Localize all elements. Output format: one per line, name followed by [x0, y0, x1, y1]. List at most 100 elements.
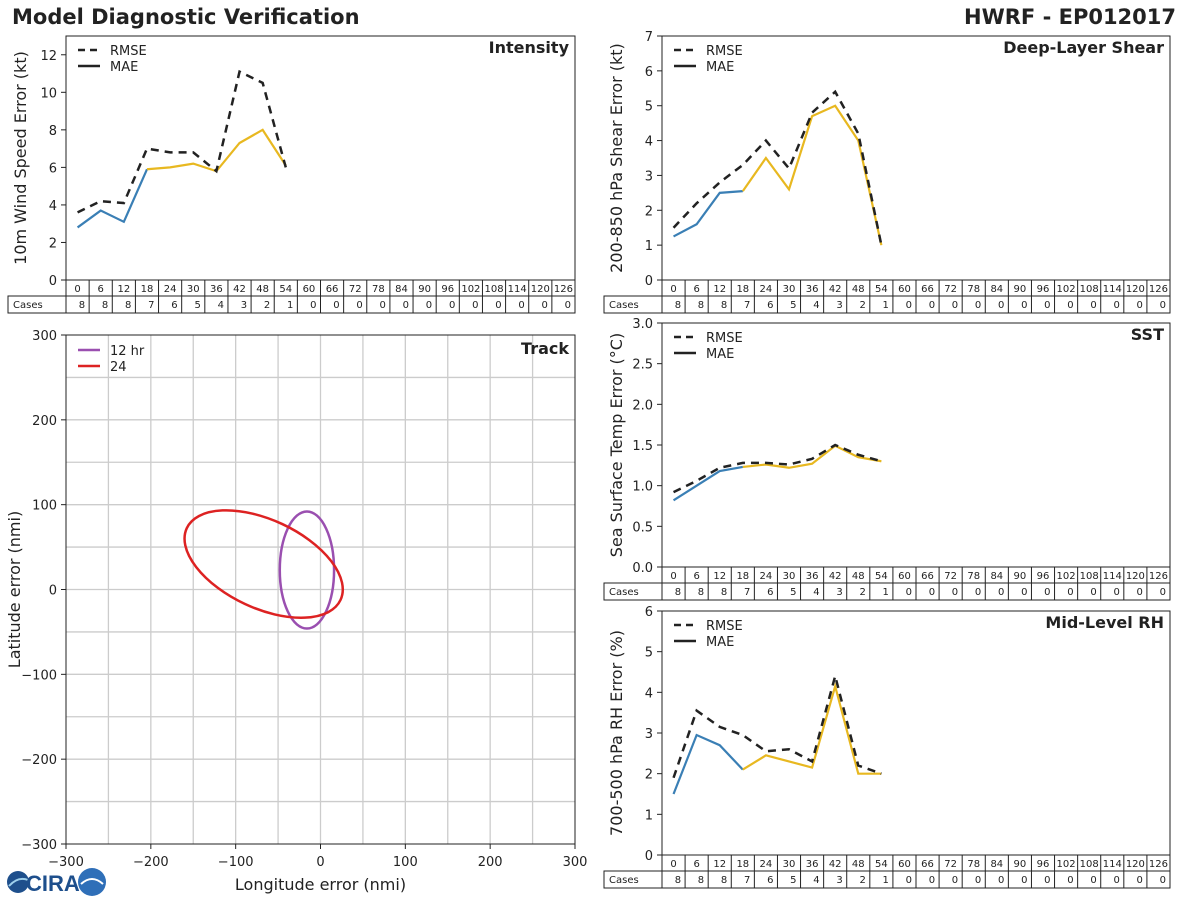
sst-hour-label: 30 — [783, 571, 796, 582]
shear-case-count: 1 — [883, 300, 889, 311]
rh-case-count: 0 — [906, 875, 912, 886]
rh-hour-label: 36 — [806, 859, 819, 870]
intensity-mae-line-early — [76, 168, 148, 229]
cira-logo-globe-icon — [7, 871, 29, 893]
rh-mae-line-early — [672, 733, 744, 795]
rh-ytick-label: 3 — [645, 727, 653, 742]
shear-legend-mae-label: MAE — [706, 60, 734, 75]
track-xtick-label: −200 — [133, 855, 169, 870]
intensity-hour-label: 6 — [98, 284, 104, 295]
shear-ylabel: 200-850 hPa Shear Error (kt) — [607, 43, 626, 273]
shear-legend-rmse-label: RMSE — [706, 44, 743, 59]
shear-case-count: 0 — [1137, 300, 1143, 311]
sst-frame — [661, 322, 1171, 568]
shear-hour-label: 84 — [990, 284, 1003, 295]
shear-case-count: 8 — [675, 300, 681, 311]
rh-hour-label: 12 — [713, 859, 726, 870]
intensity-hour-label: 90 — [418, 284, 431, 295]
rh-case-count: 2 — [859, 875, 865, 886]
shear-rmse-line — [672, 89, 883, 246]
shear-case-count: 0 — [1113, 300, 1119, 311]
shear-ytick-label: 4 — [645, 135, 653, 150]
shear-cases-header-cell — [603, 295, 663, 314]
sst-case-count: 6 — [767, 587, 773, 598]
sst-case-count: 0 — [1113, 587, 1119, 598]
sst-hour-label: 90 — [1014, 571, 1027, 582]
intensity-hour-label: 60 — [303, 284, 316, 295]
sst-case-count: 0 — [906, 587, 912, 598]
track-ytick-label: 300 — [32, 329, 57, 344]
shear-case-count: 0 — [929, 300, 935, 311]
intensity-case-count: 0 — [495, 300, 501, 311]
rh-case-count: 0 — [1090, 875, 1096, 886]
shear-case-count: 2 — [859, 300, 865, 311]
shear-case-count: 8 — [721, 300, 727, 311]
rh-hour-label: 108 — [1080, 859, 1099, 870]
rh-case-count: 5 — [790, 875, 796, 886]
sst-ytick-label: 2.0 — [632, 398, 653, 413]
sst-hour-label: 18 — [736, 571, 749, 582]
cira-logo-wave-icon — [80, 878, 104, 885]
sst-ytick-label: 1.5 — [632, 439, 653, 454]
intensity-case-count: 8 — [102, 300, 108, 311]
sst-rmse-line — [672, 443, 882, 494]
intensity-hour-label: 30 — [187, 284, 200, 295]
shear-hour-label: 96 — [1037, 284, 1050, 295]
shear-ytick-label: 7 — [645, 30, 653, 45]
intensity-hour-label: 42 — [233, 284, 246, 295]
sst-ytick-label: 0.0 — [632, 561, 653, 576]
rh-hour-label: 120 — [1126, 859, 1145, 870]
sst-hour-label: 72 — [944, 571, 957, 582]
rh-case-count: 8 — [721, 875, 727, 886]
rh-ytick-label: 4 — [645, 686, 653, 701]
sst-case-count: 0 — [1044, 587, 1050, 598]
track-xtick-label: −300 — [48, 855, 84, 870]
shear-case-count: 4 — [813, 300, 819, 311]
sst-hour-label: 78 — [967, 571, 980, 582]
sst-case-count: 0 — [1160, 587, 1166, 598]
shear-hour-label: 60 — [898, 284, 911, 295]
sst-hour-label: 12 — [713, 571, 726, 582]
shear-hour-label: 54 — [875, 284, 888, 295]
shear-ytick-label: 3 — [645, 169, 653, 184]
sst-title: SST — [1131, 325, 1164, 344]
rh-hour-label: 60 — [898, 859, 911, 870]
shear-ytick-label: 0 — [645, 274, 653, 289]
sst-hour-label: 6 — [693, 571, 699, 582]
track-ytick-label: −100 — [21, 668, 57, 683]
intensity-ytick-label: 10 — [40, 86, 57, 101]
rh-case-count: 0 — [1021, 875, 1027, 886]
shear-case-count: 3 — [836, 300, 842, 311]
intensity-hour-label: 96 — [441, 284, 454, 295]
sst-case-count: 0 — [1067, 587, 1073, 598]
rh-case-count: 0 — [929, 875, 935, 886]
track-panel: −300 −200 −100 0 100 200 300 −300 −200 −100 0 100 20… — [5, 329, 587, 894]
rh-case-count: 0 — [1067, 875, 1073, 886]
shear-hour-label: 6 — [693, 284, 699, 295]
intensity-ytick-label: 8 — [49, 124, 57, 139]
rh-hour-label: 90 — [1014, 859, 1027, 870]
intensity-hour-label: 72 — [349, 284, 362, 295]
shear-case-count: 0 — [906, 300, 912, 311]
shear-case-count: 0 — [975, 300, 981, 311]
rh-case-count: 7 — [744, 875, 750, 886]
shear-hour-label: 66 — [921, 284, 934, 295]
track-xtick-label: 100 — [393, 855, 418, 870]
shear-case-count: 0 — [1044, 300, 1050, 311]
track-ytick-label: −200 — [21, 753, 57, 768]
intensity-case-count: 0 — [426, 300, 432, 311]
cira-logo-text: CIRA — [26, 871, 80, 896]
rh-case-count: 0 — [975, 875, 981, 886]
intensity-hour-label: 126 — [554, 284, 573, 295]
sst-hour-label: 0 — [670, 571, 676, 582]
intensity-cases-header-cell — [7, 295, 67, 314]
intensity-ytick-label: 0 — [49, 274, 57, 289]
intensity-case-count: 0 — [310, 300, 316, 311]
intensity-hour-label: 114 — [508, 284, 527, 295]
sst-hour-label: 102 — [1057, 571, 1076, 582]
intensity-cases-header: Cases — [13, 300, 43, 311]
sst-hour-label: 42 — [829, 571, 842, 582]
shear-hour-label: 90 — [1014, 284, 1027, 295]
track-legend-12hr-label: 12 hr — [110, 344, 145, 359]
